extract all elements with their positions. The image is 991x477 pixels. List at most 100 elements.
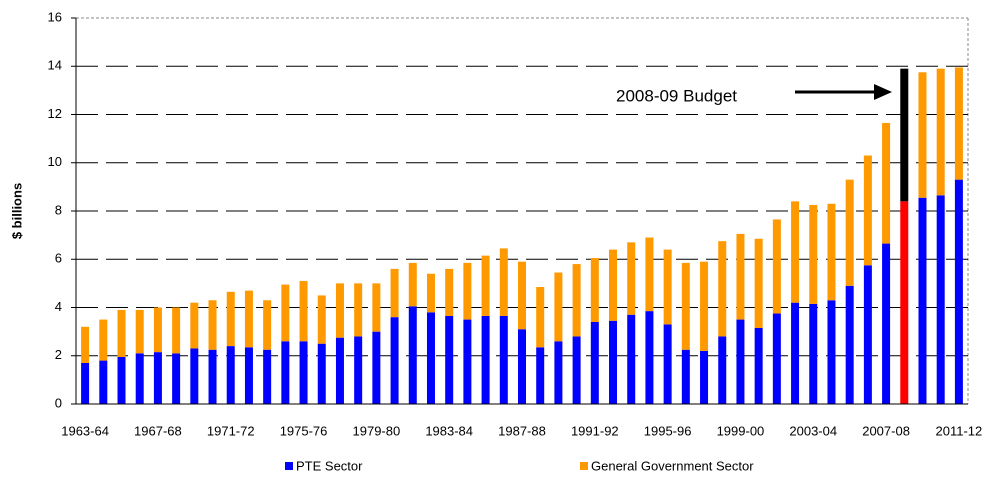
x-tick-label: 1975-76 — [280, 423, 328, 438]
bar-segment — [627, 242, 636, 315]
bar-segment — [317, 295, 326, 344]
bar-segment — [736, 319, 745, 404]
bar-segment — [117, 309, 126, 357]
x-tick-label: 2007-08 — [862, 423, 910, 438]
bar-segment — [772, 219, 781, 314]
x-tick-label: 2003-04 — [789, 423, 837, 438]
bar-segment — [372, 283, 381, 332]
bar-segment — [190, 348, 199, 404]
bar-segment — [572, 336, 581, 404]
bar-segment — [390, 317, 399, 404]
bar-segment — [153, 352, 162, 404]
x-tick-label: 1991-92 — [571, 423, 619, 438]
bar-segment — [554, 272, 563, 342]
bar-segment — [863, 265, 872, 404]
bar-segment — [718, 241, 727, 337]
x-tick-label: 1983-84 — [425, 423, 473, 438]
bar-segment — [135, 353, 144, 404]
bar-segment — [208, 349, 217, 404]
bar-segment — [426, 273, 435, 313]
bar-segment — [663, 324, 672, 404]
bar-segment — [772, 313, 781, 404]
bar-segment — [299, 341, 308, 404]
bar-segment — [845, 285, 854, 404]
legend-label: PTE Sector — [296, 458, 363, 473]
bar-segment — [554, 341, 563, 404]
bar-segment — [317, 343, 326, 404]
bar-segment — [226, 291, 235, 347]
bar-segment — [244, 290, 253, 348]
bar-segment — [936, 195, 945, 404]
bar-segment — [609, 249, 618, 321]
y-axis-label: $ billions — [9, 183, 24, 239]
bar-segment — [718, 336, 727, 404]
bar-segment — [281, 341, 290, 404]
bar-segment — [754, 328, 763, 404]
annotation-arrowhead — [874, 84, 892, 100]
bar-segment — [208, 300, 217, 350]
bar-segment — [281, 284, 290, 342]
bar-segment — [681, 349, 690, 404]
bar-segment — [408, 306, 417, 404]
bar-segment — [827, 300, 836, 404]
bar-segment — [244, 347, 253, 404]
bar-segment — [590, 258, 599, 322]
bar-segment — [918, 72, 927, 198]
annotation: 2008-09 Budget — [616, 86, 737, 105]
bar-segment — [700, 261, 709, 351]
bar-segment — [153, 307, 162, 353]
x-tick-label: 1967-68 — [134, 423, 182, 438]
bar-segment — [99, 360, 108, 404]
bar-segment — [463, 262, 472, 320]
y-tick-label: 14 — [48, 58, 62, 73]
x-tick-label: 1987-88 — [498, 423, 546, 438]
bar-segment — [390, 268, 399, 318]
x-tick-label: 1995-96 — [644, 423, 692, 438]
y-tick-label: 2 — [55, 347, 62, 362]
bar-segment — [536, 286, 545, 348]
bar-segment — [463, 319, 472, 404]
bar-segment — [481, 255, 490, 316]
y-tick-label: 0 — [55, 395, 62, 410]
legend-swatch — [285, 462, 293, 470]
bar-segment — [645, 237, 654, 312]
bar-segment — [426, 312, 435, 404]
x-tick-label: 1979-80 — [353, 423, 401, 438]
bar-segment — [900, 68, 909, 202]
bar-segment — [936, 68, 945, 196]
bar-segment — [609, 320, 618, 404]
bar-segment — [135, 309, 144, 354]
bar-segment — [263, 300, 272, 350]
bar-segment — [791, 201, 800, 303]
bar-segment — [172, 307, 181, 354]
bar-segment — [882, 122, 891, 244]
bar-segment — [372, 331, 381, 404]
x-tick-label: 2011-12 — [936, 423, 983, 438]
bar-segment — [226, 346, 235, 404]
x-tick-label: 1963-64 — [61, 423, 109, 438]
bar-segment — [809, 303, 818, 404]
y-tick-label: 8 — [55, 202, 62, 217]
bar-segment — [845, 179, 854, 286]
bar-segment — [954, 67, 963, 180]
bar-segment — [663, 249, 672, 325]
bar-segment — [81, 326, 90, 363]
bar-segment — [754, 238, 763, 329]
bar-segment — [882, 243, 891, 404]
x-tick-label: 1971-72 — [207, 423, 255, 438]
bar-segment — [627, 314, 636, 404]
bar-segment — [354, 283, 363, 337]
y-tick-label: 10 — [48, 154, 62, 169]
bar-segment — [335, 337, 344, 404]
legend-label: General Government Sector — [591, 458, 754, 473]
bar-segment — [863, 155, 872, 266]
bar-segment — [445, 268, 454, 316]
bar-segment — [263, 349, 272, 404]
bar-segment — [572, 264, 581, 337]
bar-segment — [809, 204, 818, 304]
bar-segment — [408, 262, 417, 307]
bar-segment — [518, 329, 526, 404]
bar-segment — [117, 356, 126, 404]
y-tick-label: 12 — [48, 106, 62, 121]
